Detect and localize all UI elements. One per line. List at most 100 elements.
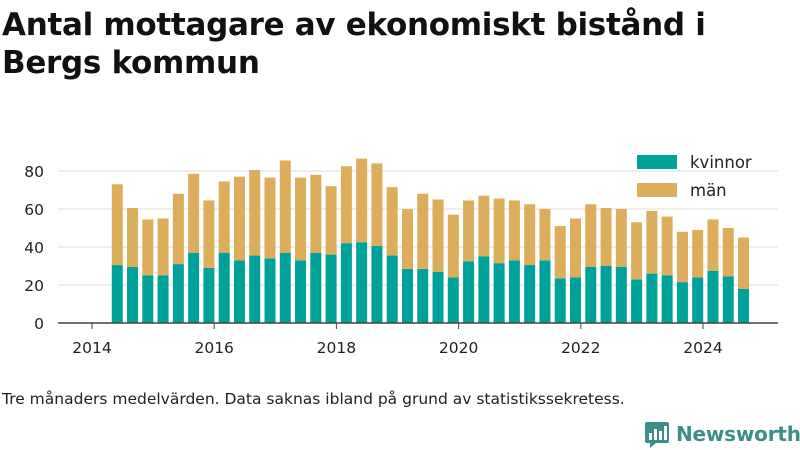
bar-kvinnor [478, 256, 490, 323]
x-tick-label: 2020 [439, 339, 478, 357]
bar-kvinnor [539, 260, 551, 323]
bar-män [585, 204, 597, 267]
bar-män [401, 209, 413, 269]
bar-kvinnor [508, 260, 520, 323]
newsworthy-logo-icon [645, 422, 669, 448]
bar-kvinnor [554, 278, 566, 323]
bar-kvinnor [340, 243, 352, 323]
footnote: Tre månaders medelvärden. Data saknas ib… [2, 390, 625, 408]
bar-män [295, 177, 307, 261]
bar-män [692, 229, 704, 278]
bar-män [142, 219, 154, 276]
bar-kvinnor [233, 260, 245, 323]
bar-kvinnor [203, 267, 215, 323]
bar-kvinnor [127, 266, 139, 323]
stacked-bar-chart: 0 20 40 60 80 2014 2016 2018 2020 2022 2024 kvinn… [24, 153, 778, 357]
bar-män [203, 200, 215, 268]
bar-kvinnor [738, 288, 750, 323]
bar-kvinnor [432, 271, 444, 323]
bar-män [233, 176, 245, 261]
bar-män [631, 222, 643, 280]
bar-män [417, 193, 429, 269]
bar-kvinnor [493, 263, 505, 323]
bar-män [172, 193, 184, 265]
bar-kvinnor [463, 261, 475, 323]
x-tick-label: 2018 [317, 339, 356, 357]
bar-kvinnor [188, 252, 200, 323]
x-tick-label: 2022 [561, 339, 600, 357]
bar-kvinnor [447, 277, 459, 323]
y-tick-label: 40 [24, 239, 44, 257]
bar-män [493, 198, 505, 264]
x-tick-label: 2014 [72, 339, 111, 357]
legend-swatch-män [637, 183, 677, 197]
legend: kvinnor män [637, 153, 752, 200]
bar-män [111, 184, 123, 266]
y-axis: 0 20 40 60 80 [24, 163, 44, 333]
bar-kvinnor [264, 258, 276, 323]
bar-kvinnor [218, 252, 230, 323]
bar-män [615, 209, 627, 267]
x-tick-label: 2016 [194, 339, 233, 357]
bar-kvinnor [524, 265, 536, 323]
bar-män [661, 216, 673, 276]
bar-kvinnor [172, 264, 184, 323]
bar-kvinnor [676, 282, 688, 323]
bar-män [279, 160, 291, 253]
bar-män [325, 186, 337, 255]
bar-kvinnor [417, 268, 429, 323]
x-tick-label: 2024 [683, 339, 722, 357]
bar-män [371, 163, 383, 247]
bar-kvinnor [631, 279, 643, 323]
bar-män [539, 209, 551, 261]
bar-kvinnor [570, 277, 582, 323]
x-axis: 2014 2016 2018 2020 2022 2024 [58, 322, 778, 357]
bar-kvinnor [249, 255, 261, 323]
bar-kvinnor [356, 242, 368, 323]
bar-män [707, 219, 719, 271]
bar-män [218, 181, 230, 253]
bar-män [188, 173, 200, 253]
bar-kvinnor [295, 260, 307, 323]
bar-kvinnor [707, 270, 719, 323]
bars [111, 158, 750, 323]
bar-män [676, 231, 688, 283]
bar-kvinnor [585, 266, 597, 323]
bar-kvinnor [310, 252, 322, 323]
bar-män [478, 195, 490, 257]
bar-män [249, 170, 261, 256]
bar-kvinnor [401, 268, 413, 323]
y-tick-label: 80 [24, 163, 44, 181]
bar-män [600, 208, 612, 266]
bar-män [157, 218, 169, 276]
bar-kvinnor [111, 265, 123, 323]
y-tick-label: 20 [24, 277, 44, 295]
bar-män [340, 166, 352, 244]
brand-name: Newsworthy [676, 422, 800, 446]
bar-män [554, 226, 566, 279]
bar-män [524, 204, 536, 266]
bar-män [508, 200, 520, 261]
bar-kvinnor [615, 266, 627, 323]
bar-män [264, 177, 276, 259]
bar-kvinnor [692, 277, 704, 323]
bar-män [722, 228, 734, 277]
bar-män [646, 210, 658, 274]
brand-logo: Newsworthy [644, 419, 800, 449]
bar-män [738, 237, 750, 289]
bar-kvinnor [722, 276, 734, 323]
bar-män [356, 158, 368, 243]
legend-label-kvinnor: kvinnor [690, 153, 752, 172]
legend-swatch-kvinnor [637, 155, 677, 169]
bar-kvinnor [157, 275, 169, 323]
bar-män [463, 200, 475, 262]
bar-män [127, 208, 139, 267]
bar-kvinnor [386, 255, 398, 323]
bar-kvinnor [279, 252, 291, 323]
bar-kvinnor [325, 254, 337, 323]
bar-män [570, 218, 582, 278]
bar-män [310, 174, 322, 253]
bar-män [386, 187, 398, 256]
bar-kvinnor [661, 275, 673, 323]
bar-kvinnor [142, 275, 154, 323]
